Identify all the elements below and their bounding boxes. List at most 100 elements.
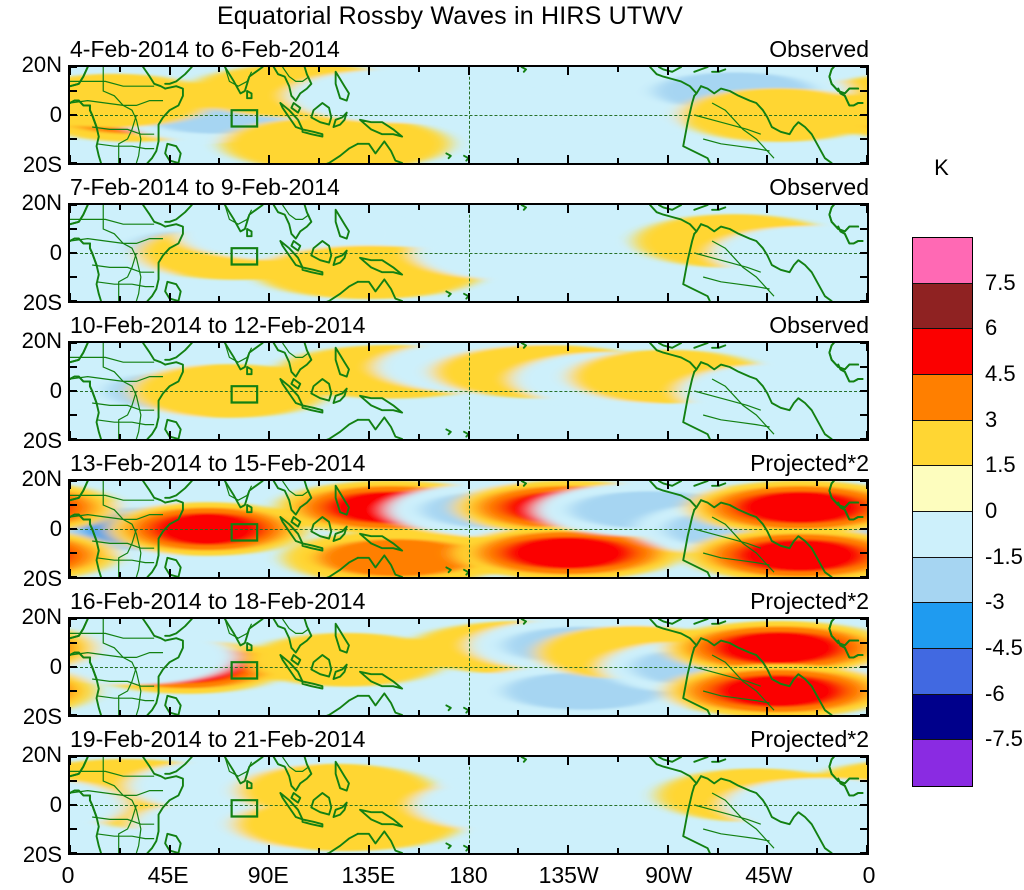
map-panel-3[interactable] (68, 341, 869, 441)
x-tick (218, 205, 221, 210)
x-tick (367, 205, 370, 213)
y-tick (70, 757, 77, 758)
map-panel-4[interactable] (68, 479, 869, 579)
x-tick (866, 293, 867, 301)
map-panel-5[interactable] (68, 617, 869, 717)
x-tick (666, 205, 669, 213)
x-tick (716, 158, 719, 163)
colorbar-band[interactable] (913, 329, 972, 375)
x-tick (168, 431, 171, 439)
x-tick (866, 155, 867, 163)
colorbar-band[interactable] (913, 466, 972, 512)
y-tick (70, 366, 77, 368)
x-tick (567, 707, 570, 715)
x-tick (168, 67, 171, 75)
x-tick (766, 431, 769, 439)
x-tick (766, 155, 769, 163)
y-axis-label: 20S (22, 566, 62, 591)
y-tick (860, 414, 867, 416)
colorbar-tick-label: 6 (985, 315, 998, 341)
panel-date-range: 13-Feb-2014 to 15-Feb-2014 (70, 450, 366, 476)
x-tick (367, 67, 370, 75)
colorbar-band[interactable] (913, 649, 972, 695)
x-tick (70, 205, 71, 213)
x-tick (616, 619, 619, 624)
x-tick (567, 67, 570, 75)
x-tick (168, 569, 171, 577)
x-tick (417, 158, 420, 163)
x-tick (517, 343, 520, 348)
colorbar-band[interactable] (913, 283, 972, 330)
y-tick (70, 205, 77, 206)
x-tick (467, 155, 470, 163)
x-tick (467, 293, 470, 301)
x-tick (467, 343, 470, 351)
x-tick (666, 569, 669, 577)
y-tick (70, 690, 77, 692)
x-axis-label: 180 (449, 862, 488, 888)
colorbar-band[interactable] (913, 557, 972, 604)
x-tick (367, 845, 370, 853)
x-tick (866, 343, 867, 351)
colorbar-band[interactable] (913, 512, 972, 558)
x-tick (218, 343, 221, 348)
colorbar-band[interactable] (913, 740, 972, 786)
x-tick (318, 158, 321, 163)
x-tick (318, 848, 321, 853)
y-tick (860, 114, 867, 116)
y-axis-label: 20S (22, 290, 62, 315)
y-tick (70, 438, 77, 439)
y-tick (860, 666, 867, 668)
y-tick (860, 162, 867, 163)
x-tick (367, 707, 370, 715)
colorbar-band[interactable] (913, 238, 972, 284)
x-tick (766, 293, 769, 301)
x-tick (268, 343, 271, 351)
y-tick (860, 300, 867, 301)
colorbar-band[interactable] (913, 603, 972, 649)
x-axis-label: 0 (862, 862, 876, 888)
y-tick (860, 780, 867, 782)
x-tick (118, 710, 121, 715)
colorbar-tick-label: -6 (985, 680, 1005, 706)
x-tick (70, 431, 71, 439)
y-tick (860, 852, 867, 853)
y-tick (860, 828, 867, 830)
colorbar-band[interactable] (913, 420, 972, 467)
colorbar-band[interactable] (913, 694, 972, 741)
x-tick (218, 296, 221, 301)
panel-date-range: 16-Feb-2014 to 18-Feb-2014 (70, 588, 366, 614)
x-tick (467, 845, 470, 853)
x-tick (716, 848, 719, 853)
x-tick (318, 205, 321, 210)
y-tick (860, 504, 867, 506)
y-tick (860, 205, 867, 206)
x-tick (70, 619, 71, 627)
x-tick (866, 481, 867, 489)
x-tick (318, 434, 321, 439)
y-axis-label: 20N (21, 742, 62, 767)
x-tick (70, 67, 71, 75)
colorbar-band[interactable] (913, 375, 972, 421)
y-axis-label: 20N (21, 190, 62, 215)
y-tick (860, 228, 867, 230)
y-tick (70, 804, 77, 806)
map-panel-6[interactable] (68, 755, 869, 855)
x-tick (70, 707, 71, 715)
x-tick (716, 296, 719, 301)
x-tick (567, 619, 570, 627)
x-tick (467, 205, 470, 213)
x-tick (716, 434, 719, 439)
colorbar[interactable] (912, 237, 973, 787)
x-tick (168, 293, 171, 301)
x-tick (816, 158, 819, 163)
x-tick (367, 293, 370, 301)
y-tick (70, 162, 77, 163)
map-panel-1[interactable] (68, 65, 869, 165)
x-tick (616, 434, 619, 439)
x-tick (367, 431, 370, 439)
x-tick (616, 67, 619, 72)
x-tick (70, 343, 71, 351)
map-panel-2[interactable] (68, 203, 869, 303)
x-tick (616, 481, 619, 486)
